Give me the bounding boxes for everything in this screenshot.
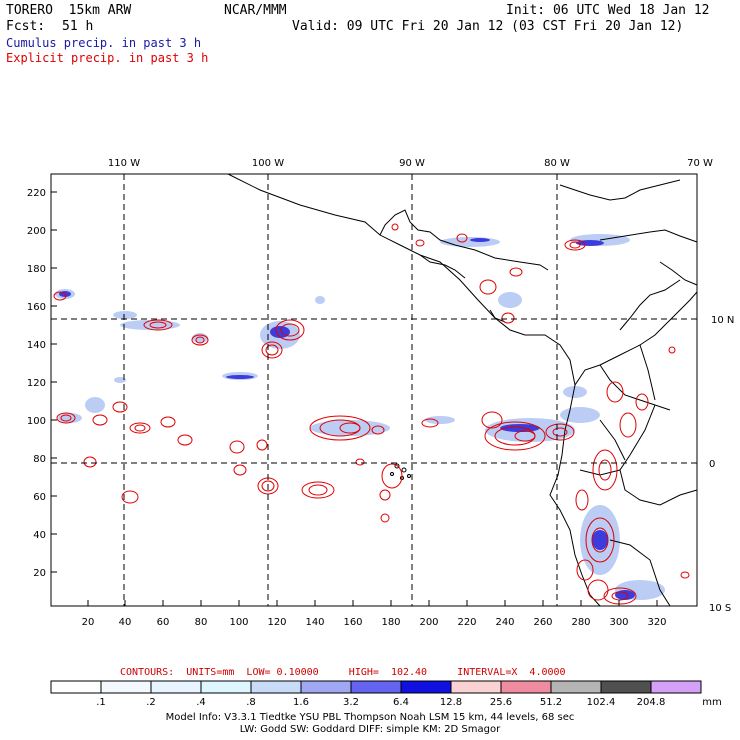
x-tick-label: 260 (533, 617, 552, 628)
colorbar-label: 3.2 (343, 697, 359, 708)
y-tick-label: 140 (27, 340, 46, 351)
x-tick-label: 220 (457, 617, 476, 628)
contour-interval: INTERVAL=X 4.0000 (457, 667, 566, 678)
y-tick-label: 20 (33, 568, 46, 579)
colorbar-label: .2 (146, 697, 156, 708)
explicit-precip-contours (53, 223, 690, 605)
colorbar-swatch (600, 680, 652, 694)
colorbar-swatch (50, 680, 102, 694)
y-tick-label: 120 (27, 378, 46, 389)
axis-ticks (51, 191, 658, 606)
contour-info: CONTOURS: UNITS=mm LOW= 0.10000 HIGH= 10… (120, 667, 566, 678)
lat-label-10s: 10 S (709, 603, 731, 614)
colorbar-swatch (650, 680, 702, 694)
colorbar-label: 102.4 (587, 697, 616, 708)
lon-label-90w: 90 W (399, 158, 425, 169)
x-tick-label: 180 (381, 617, 400, 628)
graticule (51, 174, 697, 606)
colorbar-swatch (300, 680, 352, 694)
lon-label-80w: 80 W (544, 158, 570, 169)
colorbar-label: 25.6 (490, 697, 512, 708)
x-tick-labels: 20 40 60 80 100 120 140 160 180 200 220 … (82, 617, 667, 628)
x-tick-label: 20 (82, 617, 95, 628)
colorbar-swatch (550, 680, 602, 694)
x-tick-label: 80 (195, 617, 208, 628)
colorbar-label: 12.8 (440, 697, 462, 708)
model-info-line: Model Info: V3.3.1 Tiedtke YSU PBL Thomp… (165, 712, 575, 723)
lat-label-10n: 10 N (711, 315, 734, 326)
coastlines (227, 173, 698, 607)
colorbar-label: 6.4 (393, 697, 409, 708)
colorbar-swatch (200, 680, 252, 694)
colorbar-swatch (350, 680, 402, 694)
colorbar-unit: mm (702, 697, 721, 708)
colorbar-label: 204.8 (637, 697, 666, 708)
y-tick-labels: 20 40 60 80 100 120 140 160 180 200 220 (27, 188, 46, 579)
y-tick-label: 160 (27, 302, 46, 313)
center-name: NCAR/MMM (224, 3, 287, 18)
colorbar-swatch (150, 680, 202, 694)
x-tick-label: 120 (267, 617, 286, 628)
colorbar-swatch (400, 680, 452, 694)
lon-label-110w: 110 W (108, 158, 140, 169)
cumulus-precip-areas (55, 234, 665, 600)
x-tick-label: 200 (419, 617, 438, 628)
model-title: TORERO 15km ARW (6, 3, 132, 18)
colorbar-swatch (250, 680, 302, 694)
x-tick-label: 140 (305, 617, 324, 628)
x-tick-label: 100 (229, 617, 248, 628)
colorbar-label: 51.2 (540, 697, 562, 708)
init-time: Init: 06 UTC Wed 18 Jan 12 (506, 3, 710, 18)
y-tick-label: 60 (33, 492, 46, 503)
x-tick-label: 240 (495, 617, 514, 628)
forecast-hour: 51 h (62, 19, 94, 34)
colorbar-swatch (500, 680, 552, 694)
explicit-legend: Explicit precip. in past 3 h (6, 51, 209, 65)
x-tick-label: 160 (343, 617, 362, 628)
y-tick-label: 200 (27, 226, 46, 237)
y-tick-label: 80 (33, 454, 46, 465)
x-tick-label: 320 (647, 617, 666, 628)
valid-time: Valid: 09 UTC Fri 20 Jan 12 (03 CST Fri … (292, 19, 684, 34)
y-tick-label: 180 (27, 264, 46, 275)
colorbar-label: .4 (196, 697, 206, 708)
colorbar-label: .1 (96, 697, 106, 708)
x-tick-label: 300 (609, 617, 628, 628)
x-tick-label: 280 (571, 617, 590, 628)
colorbar-label: .8 (246, 697, 256, 708)
lat-label-0: 0 (709, 459, 715, 470)
x-tick-label: 60 (157, 617, 170, 628)
physics-info-line: LW: Godd SW: Goddard DIFF: simple KM: 2D… (239, 724, 501, 735)
lon-label-70w: 70 W (687, 158, 713, 169)
y-tick-label: 220 (27, 188, 46, 199)
forecast-label: Fcst: (6, 19, 46, 34)
contour-high: HIGH= 102.40 (348, 667, 428, 678)
colorbar-swatch (100, 680, 152, 694)
contour-units: CONTOURS: UNITS=mm LOW= 0.10000 (120, 667, 319, 678)
lon-label-100w: 100 W (252, 158, 284, 169)
y-tick-label: 100 (27, 416, 46, 427)
colorbar-labels: .1 .2 .4 .8 1.6 3.2 6.4 12.8 25.6 51.2 1… (96, 697, 722, 708)
colorbar-label: 1.6 (293, 697, 309, 708)
cumulus-legend: Cumulus precip. in past 3 h (6, 36, 202, 50)
colorbar (50, 680, 702, 694)
colorbar-swatch (450, 680, 502, 694)
y-tick-label: 40 (33, 530, 46, 541)
x-tick-label: 40 (119, 617, 132, 628)
